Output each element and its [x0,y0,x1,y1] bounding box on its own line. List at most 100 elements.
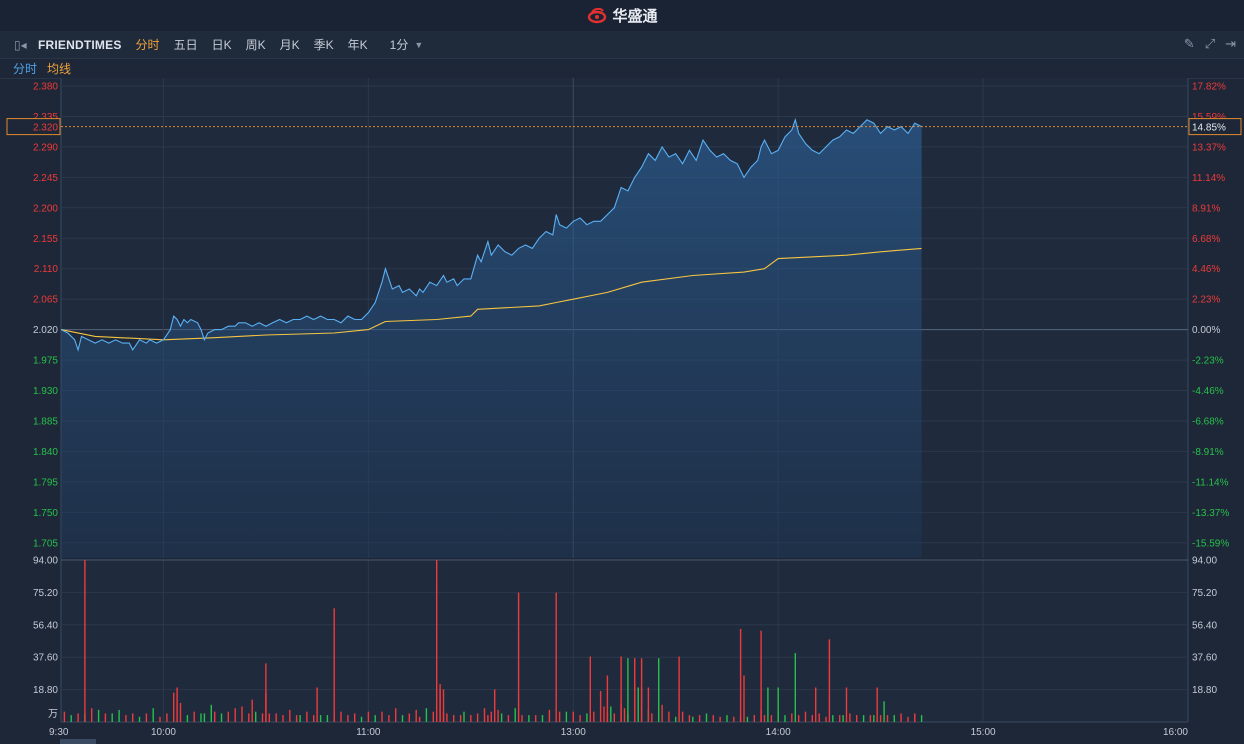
legend-price: 分时 [13,62,38,76]
volume-bar [692,716,694,722]
volume-bar [176,687,178,722]
volume-bar [319,715,322,722]
pencil-icon[interactable]: ✎ [1183,36,1195,51]
volume-tick-label: 75.20 [33,588,58,599]
chevron-down-icon[interactable]: ▼ [414,39,424,50]
price-tick-label: 1.795 [33,477,58,488]
volume-bar [500,713,503,722]
collapse-panel-icon[interactable]: ⇥ [1225,36,1236,51]
tab-yearly-k[interactable]: 年K [347,38,368,52]
pct-tick-label: 13.37% [1192,142,1226,153]
price-tick-label: 2.335 [33,112,58,123]
volume-bar [825,716,827,722]
volume-bar [255,711,257,722]
volume-bar [152,708,154,722]
price-tick-label: 1.885 [33,416,58,427]
tab-five-day[interactable]: 五日 [173,38,198,52]
volume-bar-major [777,687,779,722]
price-tick-label: 1.975 [33,356,58,367]
volume-bar [408,713,410,722]
volume-bar [593,711,595,722]
volume-bar [395,708,397,722]
volume-bar [613,713,615,722]
volume-bar [159,716,161,722]
time-tick-label: 13:00 [561,727,586,738]
tab-quarterly-k[interactable]: 季K [313,38,334,52]
volume-bar [138,716,141,722]
price-tick-label: 1.705 [33,538,58,549]
time-tick-label: 16:00 [1163,727,1188,738]
volume-bar [681,711,684,722]
time-tick-label: 15:00 [971,727,996,738]
volume-bar [832,715,834,722]
volume-bar-major [637,687,639,722]
volume-bar [104,713,107,722]
tab-daily-k[interactable]: 日K [211,38,232,52]
tab-weekly-k[interactable]: 周K [245,38,266,52]
tab-monthly-k[interactable]: 月K [279,38,300,52]
volume-bar [514,708,516,722]
pct-tick-label: 8.91% [1192,203,1220,214]
pct-tick-label: 6.68% [1192,234,1220,245]
volume-bar [528,715,530,722]
volume-bar [91,708,93,722]
volume-bar [798,715,800,722]
volume-bar [726,715,728,722]
volume-bar [63,711,66,722]
volume-bar-major [494,689,496,722]
volume-bar [548,709,551,722]
period-select[interactable]: 1分 [389,38,409,52]
volume-bar [340,711,342,722]
volume-bar [828,639,831,722]
price-tick-label: 1.930 [33,386,58,397]
volume-panel-bg [61,560,1188,722]
volume-bar [275,713,277,722]
volume-bar [610,706,612,722]
volume-bar [326,715,329,722]
price-line [60,117,922,352]
volume-bar [623,708,626,722]
volume-bar [886,715,889,722]
volume-bar [770,715,773,722]
volume-bar [295,715,298,722]
pct-tick-label: -2.23% [1192,356,1224,367]
line-layer [60,117,922,352]
volume-bar [603,706,605,722]
volume-tick-label: 37.60 [33,653,58,664]
fullscreen-icon[interactable]: ⤢ [1204,36,1216,51]
price-tick-label: 2.290 [33,142,58,153]
volume-bar [733,716,735,722]
volume-bar [418,716,421,722]
volume-bar [753,715,755,722]
volume-bar [354,713,356,722]
volume-bar-major [620,656,622,722]
pct-tick-label: -13.37% [1192,508,1229,519]
axis-labels: 2.380 17.82% 2.335 15.59% 2.290 13.37% 2.245 11… [33,82,1229,739]
stock-symbol: FRIENDTIMES [38,37,122,52]
pct-tick-label: 4.46% [1192,264,1220,275]
volume-bar [401,715,404,722]
volume-bar [388,715,390,722]
pct-tick-label: 2.23% [1192,295,1220,306]
volume-unit-label: 万 [48,709,58,720]
volume-bar [675,716,677,722]
volume-bar-major [760,630,762,722]
volume-bar [251,699,253,722]
volume-bar [70,715,72,722]
volume-bar [507,715,510,722]
tab-intraday[interactable]: 分时 [135,38,160,52]
volume-bar [839,715,841,722]
avg-line [60,247,922,341]
volume-bar [347,715,349,722]
volume-bar [712,715,714,722]
price-tick-label: 2.110 [34,264,59,275]
volume-bar [907,716,909,722]
pct-tick-label: -11.14% [1192,477,1229,488]
volume-bar-major [627,658,629,722]
volume-bar [555,592,557,722]
volume-bar [521,715,523,722]
sidebar-toggle-icon[interactable]: ▯◂ [14,37,27,52]
volume-bar [920,715,923,722]
volume-bar [210,704,212,722]
